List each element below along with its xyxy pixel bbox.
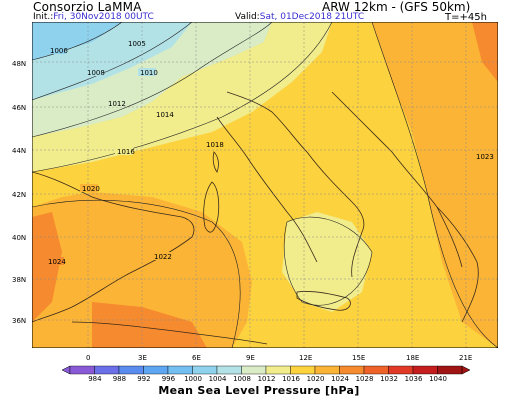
isobar: [283, 216, 373, 306]
region-1028-east: [472, 22, 498, 82]
organization-title: Consorzio LaMMA: [33, 0, 142, 14]
colorbar-tick-label: 1008: [233, 375, 251, 383]
colorbar-swatch: [94, 365, 120, 375]
isobar-label: 1014: [156, 111, 174, 119]
colorbar-swatch: [192, 365, 218, 375]
model-title: ARW 12km - (GFS 50km): [322, 0, 471, 14]
lat-label: 44N: [12, 147, 27, 155]
isobar-label: 1016: [117, 148, 135, 156]
lon-label: 9E: [246, 354, 255, 362]
lat-label: 46N: [12, 104, 27, 112]
colorbar-swatch: [167, 365, 193, 375]
sicily-outline: [296, 291, 351, 311]
init-value: Fri, 30Nov2018 00UTC: [53, 12, 154, 22]
isobar: [32, 22, 123, 61]
init-time: Init.:Fri, 30Nov2018 00UTC: [33, 12, 154, 22]
lat-label: 36N: [12, 317, 27, 325]
colorbar-tick-label: 988: [112, 375, 127, 383]
colorbar-tick-label: 1012: [257, 375, 276, 383]
lon-label: 18E: [406, 354, 420, 362]
isobar-label: 1008: [87, 69, 105, 77]
colorbar-swatch: [412, 365, 438, 375]
adriatic-east-coast: [331, 91, 463, 268]
region-1028-west: [32, 212, 62, 322]
colorbar-swatch: [388, 365, 414, 375]
colorbar-swatch: [314, 365, 340, 375]
valid-label: Valid:: [235, 12, 260, 22]
region-1028-africa: [92, 302, 207, 348]
colorbar-swatch: [216, 365, 242, 375]
isobar: [32, 199, 241, 348]
lon-label: 3E: [138, 354, 147, 362]
colorbar-tick-label: 1024: [331, 375, 349, 383]
isobar-label: 1024: [48, 258, 66, 266]
lat-label: 48N: [12, 60, 27, 68]
colorbar-swatch: [143, 365, 169, 375]
isobar-label: 1023: [476, 153, 494, 161]
colorbar-swatch: [265, 365, 291, 375]
isobar-label: 1012: [108, 100, 126, 108]
colorbar-swatch: [290, 365, 316, 375]
colorbar-tick-label: 1000: [184, 375, 202, 383]
colorbar-tick-label: 1036: [404, 375, 423, 383]
colorbar-tick-label: 1016: [282, 375, 300, 383]
colorbar-tick-label: 1032: [380, 375, 398, 383]
region-1024-east: [372, 22, 498, 348]
lon-label: 6E: [192, 354, 201, 362]
isobar-label: 1005: [128, 40, 146, 48]
isobar: [371, 22, 498, 348]
isobar: [32, 22, 273, 138]
lon-label: 15E: [352, 354, 366, 362]
colorbar-tick-label: 992: [137, 375, 151, 383]
colorbar-tick-label: 996: [161, 375, 176, 383]
colorbar-max-arrow: [461, 365, 471, 375]
lat-label: 40N: [12, 234, 27, 242]
init-label: Init.:: [33, 12, 54, 22]
africa-coast: [71, 321, 268, 345]
colorbar-swatch: [69, 365, 95, 375]
italy-coast-east: [226, 91, 365, 278]
italy-coast-west: [216, 116, 318, 263]
colorbar-tick-label: 1020: [306, 375, 325, 383]
colorbar-swatch: [339, 365, 365, 375]
isobar-label: 1018: [206, 141, 224, 149]
isobar: [32, 22, 333, 173]
pressure-map: 1006 1005 1008 1010 1012 1014 1016 1018 …: [32, 22, 498, 348]
colorbar-swatch: [118, 365, 144, 375]
corsica-outline: [212, 151, 219, 173]
colorbar-min-arrow: [61, 365, 71, 375]
colorbar-tick-label: 984: [88, 375, 102, 383]
lead-time: T=+45h: [445, 12, 487, 23]
lon-label: 0: [86, 354, 91, 362]
colorbar-tick-label: 1040: [429, 375, 447, 383]
sardinia-outline: [203, 181, 220, 233]
region-1016: [32, 22, 332, 172]
lat-label: 42N: [12, 191, 27, 199]
colorbar-tick-label: 1028: [355, 375, 374, 383]
lat-label: 38N: [12, 276, 27, 284]
isobar-label: 1020: [82, 185, 100, 193]
colorbar-tick-label: 1004: [208, 375, 227, 383]
valid-value: Sat, 01Dec2018 21UTC: [259, 12, 365, 22]
isobar-label: 1022: [154, 253, 172, 261]
valid-time: Valid:Sat, 01Dec2018 21UTC: [235, 12, 364, 22]
colorbar-swatch: [241, 365, 267, 375]
colorbar-title: Mean Sea Level Pressure [hPa]: [158, 384, 360, 397]
colorbar-swatch: [437, 365, 463, 375]
greece-coast: [436, 206, 479, 323]
isobar-label: 1006: [50, 47, 68, 55]
isobar: [32, 22, 193, 101]
lon-label: 12E: [299, 354, 313, 362]
colorbar-swatch: [363, 365, 389, 375]
lon-label: 21E: [459, 354, 473, 362]
isobar-label: 1010: [140, 69, 158, 77]
